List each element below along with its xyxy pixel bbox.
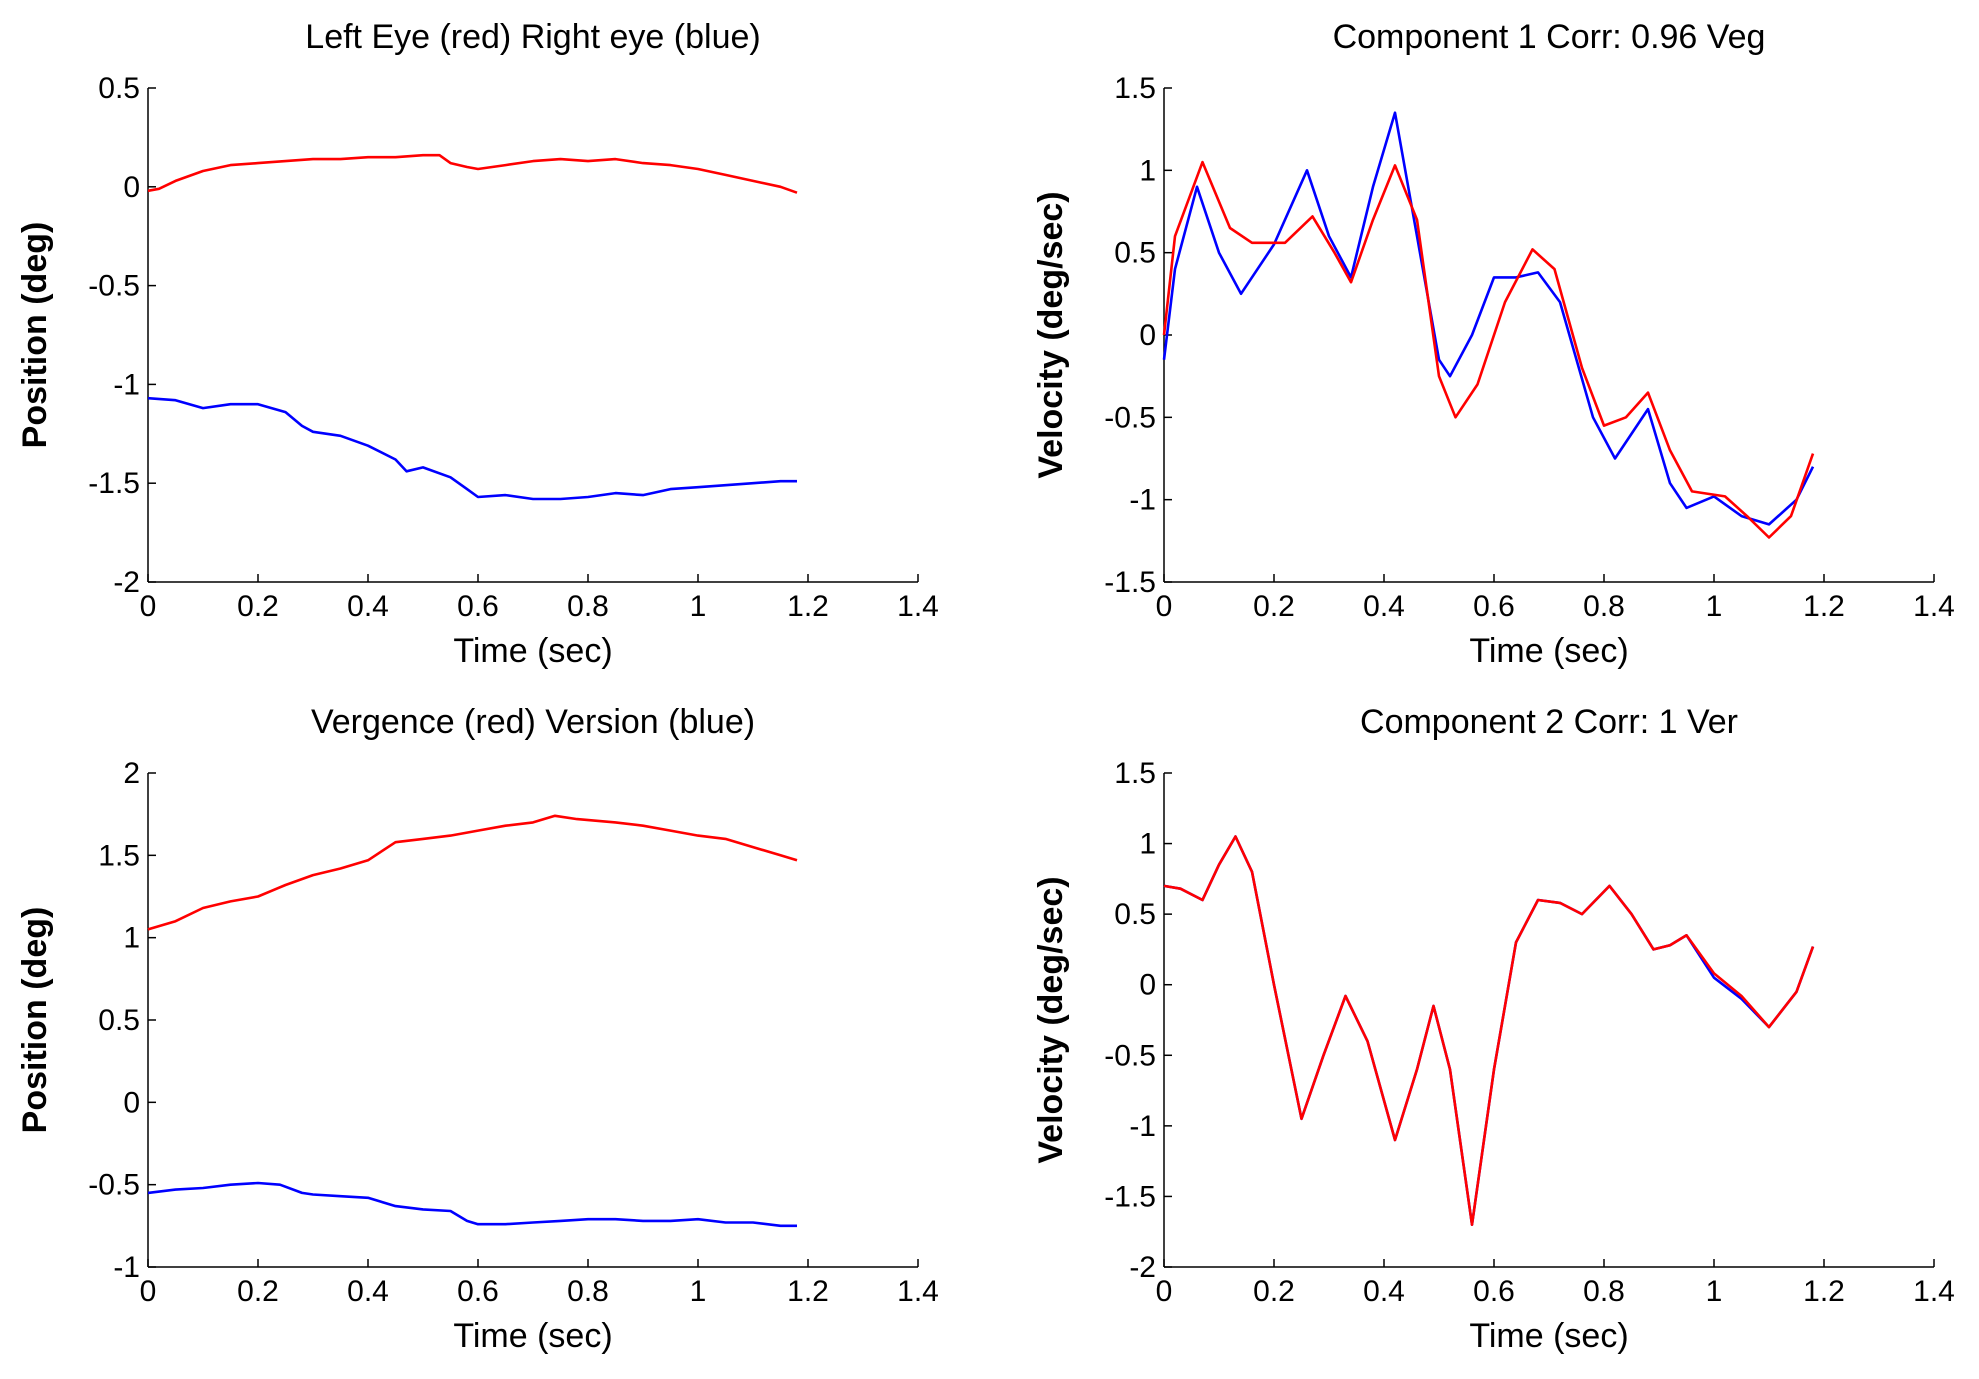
- y-axis-label: Velocity (deg/sec): [1032, 876, 1070, 1163]
- y-tick-label: 0: [123, 171, 140, 204]
- series-line-left-eye: [147, 153, 798, 194]
- y-tick-label: 1: [1139, 154, 1156, 187]
- chart-title: Left Eye (red) Right eye (blue): [305, 18, 760, 56]
- chart-br: 0 0.2 0.4 0.6 0.8 1 1.2 1.4 1.5 1 0.5 0 -0.5 -1 -1.5 -2…: [1032, 703, 1955, 1355]
- x-tick-label: 1.2: [787, 1275, 829, 1308]
- y-tick-label: 1.5: [1114, 72, 1156, 105]
- x-tick-label: 1: [1706, 1275, 1723, 1308]
- y-tick-label: -0.5: [88, 1169, 140, 1202]
- x-tick-label: 0.6: [457, 590, 499, 623]
- x-tick-label: 0.8: [1583, 590, 1625, 623]
- x-tick-label: 0.4: [347, 1275, 389, 1308]
- x-axis-label: Time (sec): [1469, 1317, 1628, 1355]
- chart-title: Vergence (red) Version (blue): [311, 703, 755, 741]
- x-axis-label: Time (sec): [1469, 632, 1628, 670]
- y-tick-label: -1: [113, 1251, 140, 1284]
- y-tick-label: 0.5: [98, 1004, 140, 1037]
- x-tick-label: 0.8: [567, 1275, 609, 1308]
- x-axis-label: Time (sec): [453, 1317, 612, 1355]
- y-tick-label: 0: [1139, 319, 1156, 352]
- chart-tr: 0 0.2 0.4 0.6 0.8 1 1.2 1.4 1.5 1 0.5 0 -0.5 -1 -1.5 Co…: [1032, 18, 1955, 670]
- y-axis-label: Position (deg): [16, 222, 54, 449]
- y-tick-label: -1.5: [1104, 566, 1156, 599]
- series-line-blue: [1162, 111, 1815, 526]
- x-tick-label: 1.2: [787, 590, 829, 623]
- x-tick-label: 0: [140, 590, 157, 623]
- y-tick-label: 0.5: [1114, 237, 1156, 270]
- x-tick-label: 0.4: [1363, 590, 1405, 623]
- x-tick-label: 1.2: [1803, 590, 1845, 623]
- x-tick-label: 1.4: [1913, 1275, 1955, 1308]
- series-line-red: [1162, 160, 1815, 539]
- y-tick-label: -0.5: [88, 270, 140, 303]
- x-tick-label: 1: [1706, 590, 1723, 623]
- x-tick-label: 1: [690, 590, 707, 623]
- x-tick-label: 0: [1156, 1275, 1173, 1308]
- x-tick-label: 0.6: [1473, 590, 1515, 623]
- series-line-right-eye: [147, 396, 797, 501]
- y-tick-label: -1.5: [1104, 1180, 1156, 1213]
- y-tick-label: 1.5: [98, 839, 140, 872]
- y-tick-label: -0.5: [1104, 1039, 1156, 1072]
- y-tick-label: 1: [1139, 828, 1156, 861]
- y-tick-label: 0: [123, 1086, 140, 1119]
- y-tick-label: -1: [1129, 484, 1156, 517]
- y-axis-label: Velocity (deg/sec): [1032, 191, 1070, 478]
- x-tick-label: 0: [1156, 590, 1173, 623]
- x-tick-label: 0.2: [1253, 590, 1295, 623]
- x-tick-label: 0.8: [1583, 1275, 1625, 1308]
- x-tick-label: 0.4: [347, 590, 389, 623]
- x-tick-label: 0.4: [1363, 1275, 1405, 1308]
- series-line-vergence: [147, 814, 798, 931]
- x-tick-label: 1.4: [1913, 590, 1955, 623]
- y-tick-label: 2: [123, 757, 140, 790]
- chart-bl: 0 0.2 0.4 0.6 0.8 1 1.2 1.4 2 1.5 1 0.5 0 -0.5 -1 Verge…: [16, 703, 939, 1355]
- y-tick-label: -2: [113, 566, 140, 599]
- x-tick-label: 1.4: [897, 1275, 939, 1308]
- x-tick-label: 0.2: [1253, 1275, 1295, 1308]
- y-tick-label: 0: [1139, 969, 1156, 1002]
- y-tick-label: 1: [123, 922, 140, 955]
- x-tick-label: 0.2: [237, 590, 279, 623]
- x-tick-label: 0: [140, 1275, 157, 1308]
- x-tick-label: 0.8: [567, 590, 609, 623]
- series-line-version: [147, 1181, 797, 1228]
- y-tick-label: -1: [113, 368, 140, 401]
- y-tick-label: -2: [1129, 1251, 1156, 1284]
- y-tick-label: 0.5: [1114, 898, 1156, 931]
- x-tick-label: 1: [690, 1275, 707, 1308]
- x-tick-label: 0.6: [457, 1275, 499, 1308]
- y-tick-label: -1: [1129, 1110, 1156, 1143]
- y-tick-label: 1.5: [1114, 757, 1156, 790]
- x-tick-label: 0.6: [1473, 1275, 1515, 1308]
- x-tick-label: 0.2: [237, 1275, 279, 1308]
- series-line-red: [1163, 835, 1815, 1226]
- chart-tl: 0 0.2 0.4 0.6 0.8 1 1.2 1.4 0.5 0 -0.5 -1 -1.5 -2 Left…: [16, 18, 939, 670]
- x-tick-label: 1.4: [897, 590, 939, 623]
- x-tick-label: 1.2: [1803, 1275, 1845, 1308]
- y-axis-label: Position (deg): [16, 907, 54, 1134]
- x-axis-label: Time (sec): [453, 632, 612, 670]
- chart-title: Component 1 Corr: 0.96 Veg: [1333, 18, 1766, 56]
- y-tick-label: -0.5: [1104, 401, 1156, 434]
- y-tick-label: 0.5: [98, 72, 140, 105]
- y-tick-label: -1.5: [88, 467, 140, 500]
- chart-title: Component 2 Corr: 1 Ver: [1360, 703, 1738, 741]
